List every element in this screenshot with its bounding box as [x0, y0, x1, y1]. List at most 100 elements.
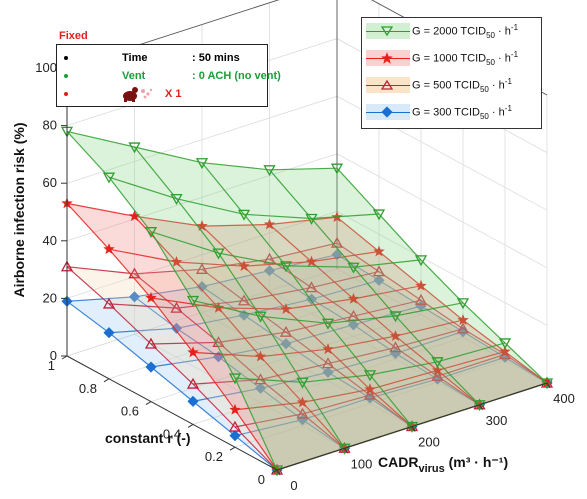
data-point-triangle-up [237, 294, 251, 306]
occupant-icon [121, 86, 155, 102]
surface-patch [193, 300, 303, 383]
z-tick-label: 60 [43, 175, 57, 190]
data-point-star [263, 218, 276, 230]
surface-patch [202, 224, 312, 267]
x-tick-mark [411, 426, 416, 432]
data-point-triangle-up [321, 357, 335, 369]
surface-patch [193, 352, 303, 410]
data-point-star [499, 345, 511, 357]
y-tick-label: 0.4 [163, 426, 181, 441]
data-point-triangle-down [279, 261, 293, 273]
data-point-diamond [373, 274, 385, 286]
surface-patch [235, 378, 345, 470]
data-point-triangle-down [296, 377, 309, 389]
data-point-triangle-up [170, 301, 183, 313]
data-point-triangle-down [414, 255, 428, 267]
data-point-star [431, 364, 444, 376]
data-point-triangle-up [305, 281, 318, 293]
occupant-count: X 1 [165, 88, 182, 100]
data-point-diamond [145, 361, 157, 373]
data-point-star [229, 403, 241, 415]
surface-patch [176, 300, 286, 343]
surface-patch [244, 261, 354, 310]
y-tick-mark [145, 401, 152, 406]
surface-patch [109, 303, 219, 344]
data-point-diamond [103, 327, 115, 339]
surface-patch [218, 332, 328, 380]
data-point-star [305, 255, 318, 267]
x-tick-mark [479, 404, 483, 411]
time-bullet [64, 56, 68, 60]
occupant-row: X 1 [57, 85, 267, 103]
data-point-triangle-down [498, 338, 512, 350]
surface-patch [109, 328, 219, 367]
data-point-star [103, 243, 115, 255]
surface-patch [109, 177, 219, 254]
y-tick-label: 0.8 [79, 381, 97, 396]
mesh-line-cadr [269, 169, 480, 406]
fixed-label: Fixed [59, 30, 88, 42]
surface-patch [176, 198, 286, 266]
time-value: : 50 mins [192, 52, 240, 64]
surface-patch [286, 324, 396, 373]
data-point-triangle-up [456, 322, 470, 334]
surface-patch [235, 402, 345, 470]
surface-patch [202, 162, 312, 219]
data-point-star [347, 292, 360, 304]
surface-patch [235, 413, 345, 470]
data-point-diamond [322, 366, 334, 378]
mesh-line-cadr [269, 224, 480, 406]
data-point-star [187, 346, 199, 358]
star-icon [381, 52, 393, 64]
y-tick-mark [229, 446, 236, 451]
data-point-triangle-down [102, 172, 116, 184]
data-point-star [457, 314, 469, 325]
mesh-line-cadr [66, 130, 278, 471]
data-point-star [389, 330, 402, 341]
data-point-triangle-down [144, 227, 158, 239]
data-point-triangle-down [431, 357, 444, 369]
y-gridline [192, 49, 464, 425]
y-tick-label: 0.6 [121, 404, 139, 419]
surface-patch [176, 262, 286, 310]
data-point-triangle-down [389, 311, 402, 323]
surface-patch [202, 270, 312, 316]
surface-patch [269, 243, 379, 288]
surface-patch [370, 370, 480, 427]
data-point-triangle-down [372, 209, 386, 221]
surface-patch [311, 271, 421, 317]
data-point-triangle-up [279, 325, 293, 337]
legend-line-500 [366, 85, 410, 86]
triangle-up-icon [381, 79, 393, 90]
data-point-triangle-up [102, 297, 116, 309]
surface-patch [193, 379, 303, 427]
y-tick-label: 0.2 [205, 449, 223, 464]
vent-value: : 0 ACH (no vent) [192, 70, 281, 82]
data-point-triangle-down [270, 465, 284, 477]
y-tick-mark [187, 423, 194, 428]
x-tick-mark [276, 469, 281, 476]
mesh-line-cadr [134, 215, 345, 449]
surface-patch [370, 361, 480, 427]
vent-bullet [64, 74, 68, 78]
legend-item-500: G = 500 TCID50 · h-1 [362, 73, 541, 99]
data-point-star [296, 396, 309, 408]
surface-patch [109, 249, 219, 308]
data-point-triangle-down [212, 248, 225, 260]
data-point-star [364, 383, 376, 395]
data-point-star [238, 260, 250, 272]
mesh-line-cadr [66, 202, 278, 471]
data-point-star [373, 245, 385, 257]
surface-patch [244, 214, 354, 268]
surface-patch [328, 347, 438, 396]
mesh-line-cadr [201, 268, 413, 427]
x-tick-label: 400 [553, 391, 575, 406]
diamond-icon [381, 106, 393, 118]
surface-patch [260, 349, 370, 403]
legend: G = 2000 TCID50 · h-1 G = 1000 TCID50 · … [361, 17, 542, 129]
mesh-line-cadr [66, 300, 278, 471]
fixed-conditions-box: Time : 50 mins Vent : 0 ACH (no vent) X … [56, 44, 281, 107]
data-point-triangle-down [170, 193, 183, 205]
x-tick-label: 300 [486, 413, 508, 428]
surface-patch [134, 147, 244, 215]
